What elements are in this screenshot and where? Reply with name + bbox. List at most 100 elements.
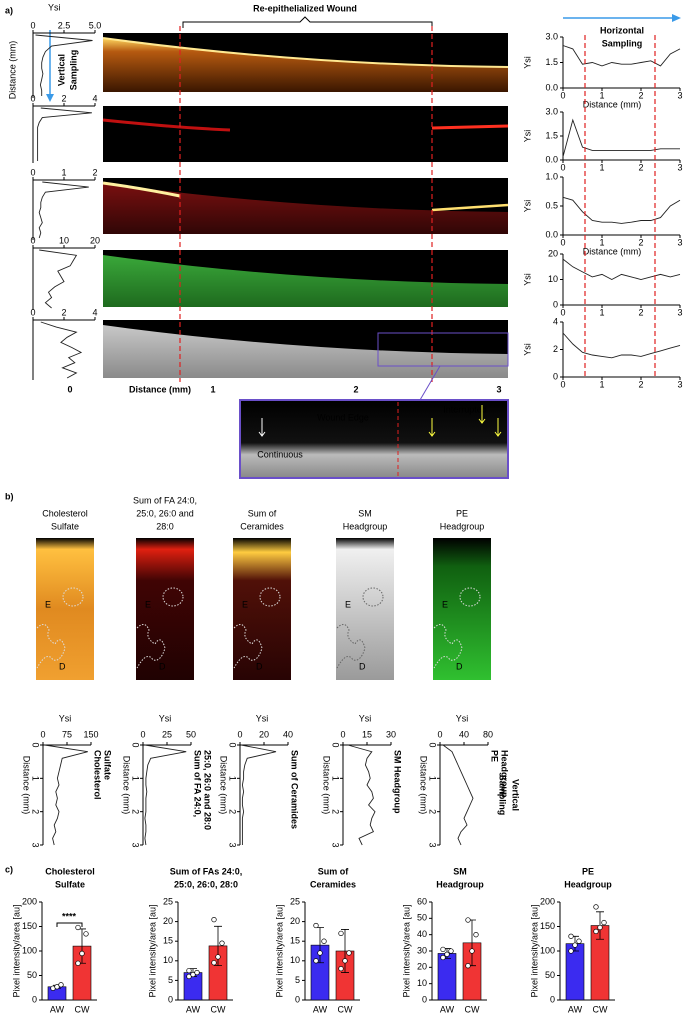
y-symbol: Ysi: [522, 200, 532, 213]
y-tick-label: 0: [228, 742, 238, 747]
region-outline: [433, 624, 463, 669]
x-tick-label: 0: [437, 729, 442, 739]
image-label: SM Headgroup: [325, 325, 386, 335]
profile-line: [562, 332, 681, 359]
x-tick-label: 2: [638, 307, 643, 317]
panel-label: a): [5, 5, 13, 15]
x-tick-label: 20: [259, 729, 269, 739]
axis: [32, 247, 95, 310]
x-tick-label: 3: [677, 90, 682, 100]
x-tick-label: 15: [362, 729, 372, 739]
axis-label: Distance (mm): [583, 246, 642, 256]
data-point: [568, 933, 574, 939]
y-tick-label: 1: [228, 776, 238, 781]
data-point: [465, 917, 471, 923]
y-tick-label: 10: [290, 955, 300, 965]
y-tick-label: 50: [417, 913, 427, 923]
inset-label: Wound Edge: [317, 412, 369, 422]
x-tick-label: 3: [677, 307, 682, 317]
x-tick-label: 30: [386, 729, 396, 739]
y-tick-label: 2: [131, 809, 141, 814]
image-label: Sum of FA 24:0, 25:0, 26:0 and 28:0: [283, 111, 427, 121]
inset-label: Continuous: [257, 449, 303, 459]
y-tick-label: 1.5: [545, 57, 558, 67]
significance-label: ****: [62, 911, 77, 921]
y-symbol: Ysi: [48, 2, 61, 12]
column-title: SM: [358, 508, 372, 518]
data-point: [342, 958, 348, 964]
x-tick-label: 2: [638, 379, 643, 389]
chart-title: SM: [453, 866, 467, 876]
surface: [102, 181, 181, 198]
axis-label: Distance (mm): [419, 756, 429, 815]
x-tick-label: 3: [677, 379, 682, 389]
x-tick-label: 0: [237, 729, 242, 739]
y-axis-label: Pixel intensity/area [au]: [147, 904, 157, 997]
y-tick-label: 20: [417, 962, 427, 972]
ion-image: [136, 538, 194, 680]
data-point: [75, 960, 81, 966]
y-tick-label: 0: [168, 994, 173, 1004]
x-tick-label: 0: [560, 237, 565, 247]
x-tick-label: 0: [560, 379, 565, 389]
profile-line: [40, 321, 83, 379]
y-tick-label: 40: [417, 929, 427, 939]
layer-label: E: [242, 599, 248, 609]
y-tick-label: 0: [295, 994, 300, 1004]
ion-image: [233, 538, 291, 680]
axis-label: Distance (mm): [322, 756, 332, 815]
y-symbol: Ysi: [522, 56, 532, 69]
surface: [431, 203, 509, 212]
y-tick-label: 15: [290, 936, 300, 946]
x-tick-label: 0: [40, 729, 45, 739]
x-tick-label: 0: [30, 20, 35, 30]
layer-label: E: [145, 599, 151, 609]
y-tick-label: 2: [331, 809, 341, 814]
y-tick-label: 3.0: [545, 31, 558, 41]
y-tick-label: 2: [31, 809, 41, 814]
x-tick-label: 1: [599, 237, 604, 247]
x-tick-label: 0: [560, 307, 565, 317]
y-symbol: Ysi: [359, 713, 372, 723]
image-label: PE Headgroup: [325, 255, 384, 265]
y-tick-label: 3: [428, 842, 438, 847]
x-tick-label: 2: [61, 307, 66, 317]
y-symbol: Ysi: [456, 713, 469, 723]
bar: [437, 953, 457, 1001]
axis-label: Distance (mm): [22, 756, 32, 815]
data-point: [465, 963, 471, 969]
profile-line: [37, 107, 92, 161]
y-axis-label: Pixel intensity/area [au]: [401, 904, 411, 997]
profile-label: SM Headgroup: [393, 750, 403, 814]
axis: [32, 179, 95, 240]
y-tick-label: 0: [331, 742, 341, 747]
chart-title: PE: [582, 866, 594, 876]
panel-label: c): [5, 864, 13, 874]
vertical-sampling: Vertical: [511, 779, 521, 811]
data-point: [572, 942, 578, 948]
y-tick-label: 1: [31, 776, 41, 781]
profile-line: [144, 744, 187, 846]
y-tick-label: 2: [228, 809, 238, 814]
data-point: [568, 948, 574, 954]
y-tick-label: 20: [290, 916, 300, 926]
y-tick-label: 0: [428, 742, 438, 747]
y-tick-label: 0: [32, 994, 37, 1004]
layer-label: D: [359, 661, 366, 671]
chart-title: Cholesterol: [45, 866, 95, 876]
column-title: Ceramides: [240, 521, 284, 531]
y-tick-label: 0.0: [545, 229, 558, 239]
profile-label: 25:0, 26:0 and 28:0: [203, 750, 213, 830]
x-tick-label: 2: [638, 90, 643, 100]
data-point: [317, 950, 323, 956]
surface: [431, 124, 509, 130]
profile-line: [562, 118, 680, 157]
data-point: [79, 950, 85, 957]
data-point: [338, 930, 344, 937]
region-outline: [362, 587, 384, 607]
region-outline: [162, 587, 184, 607]
profile-line: [347, 744, 376, 846]
y-tick-label: 25: [290, 896, 300, 906]
layer-label: D: [59, 661, 66, 671]
y-symbol: Ysi: [159, 713, 172, 723]
